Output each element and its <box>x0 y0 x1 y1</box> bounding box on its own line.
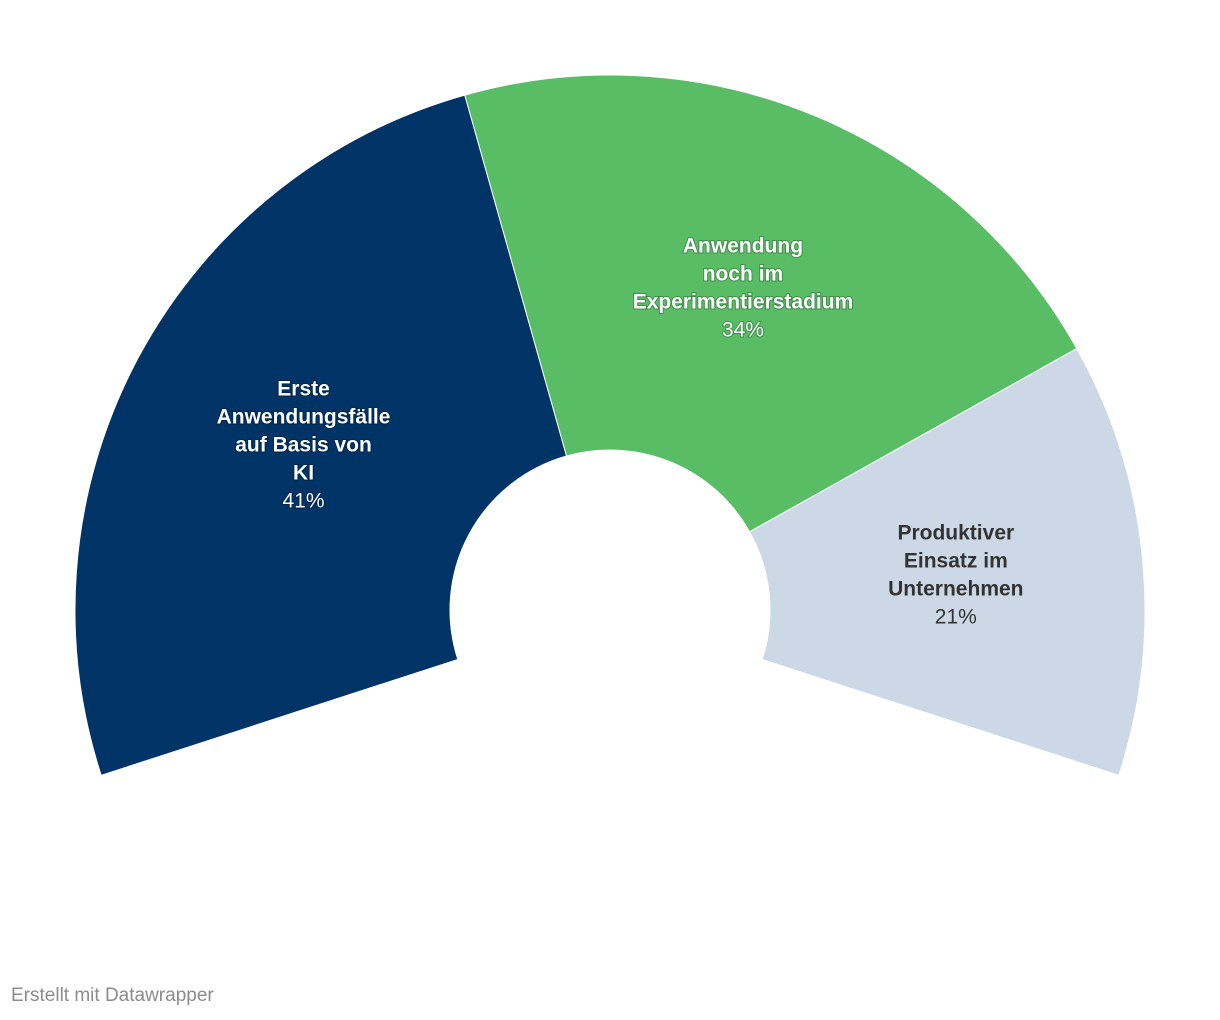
slice-erste-anwendungsfaelle-auf-basis-von-ki <box>74 94 568 776</box>
slice-label-line: Unternehmen <box>888 577 1023 600</box>
slice-label-produktiver-einsatz-im-unternehmen: Produktiver Einsatz im Unternehmen 21% <box>888 521 1023 628</box>
slice-label-line: Anwendungsfälle <box>217 406 391 429</box>
slice-produktiver-einsatz-im-unternehmen <box>748 347 1146 776</box>
credit-text: Erstellt mit Datawrapper <box>11 985 214 1006</box>
slice-label-anwendung-noch-im-experimentierstadium: Anwendung noch im Experimentierstadium 34% <box>632 233 855 342</box>
slice-value-label: 41% <box>283 490 325 513</box>
slice-label-line: Erste <box>277 378 330 401</box>
slice-anwendung-noch-im-experimentierstadium <box>464 74 1078 533</box>
slice-label-line: KI <box>293 462 314 485</box>
chart-slices <box>74 74 1146 776</box>
slice-value-label: 34% <box>722 318 764 341</box>
slice-label-erste-anwendungsfaelle-auf-basis-von-ki: Erste Anwendungsfälle auf Basis von KI 41% <box>216 377 392 514</box>
slice-label-line: Anwendung <box>683 234 803 257</box>
slice-label-line: Einsatz im <box>904 549 1008 572</box>
slice-label-line: Experimentierstadium <box>633 290 854 313</box>
slice-value-label: 21% <box>935 605 977 628</box>
chart-labels: Erste Anwendungsfälle auf Basis von KI 41% An… <box>216 233 1024 628</box>
slice-label-line: Produktiver <box>897 521 1014 544</box>
slice-label-line: auf Basis von <box>235 434 372 457</box>
slice-label-line: noch im <box>703 262 784 285</box>
